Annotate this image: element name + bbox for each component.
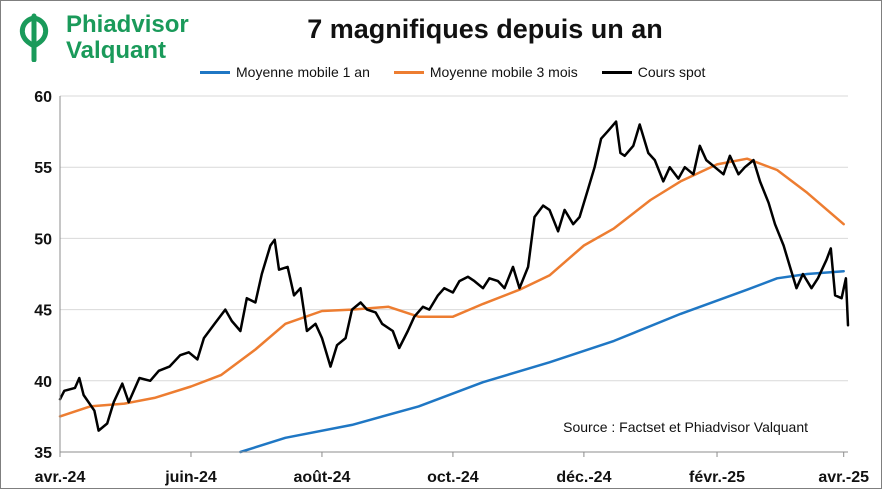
legend-label: Moyenne mobile 1 an (236, 64, 370, 80)
x-tick-label: oct.-24 (427, 469, 479, 486)
x-tick-label: avr.-25 (818, 469, 869, 486)
x-tick-label: déc.-24 (556, 469, 611, 486)
series-line-2 (58, 120, 850, 432)
legend-label: Moyenne mobile 3 mois (429, 64, 578, 80)
legend-entry-2: Cours spot (601, 64, 706, 80)
legend-entry-1: Moyenne mobile 3 mois (393, 64, 578, 80)
x-tick-label: avr.-24 (35, 469, 86, 486)
chart-title: 7 magnifiques depuis un an (307, 14, 663, 44)
y-tick-label: 55 (34, 160, 52, 177)
legend-swatch (393, 70, 424, 74)
legend-swatch (601, 70, 632, 74)
x-tick-label: févr.-25 (689, 469, 745, 486)
brand-line2: Valquant (66, 37, 167, 64)
legend-entry-0: Moyenne mobile 1 an (200, 64, 370, 80)
x-tick-label: juin-24 (164, 469, 217, 486)
y-tick-label: 35 (34, 445, 52, 462)
brand-logo: Phiadvisor Valquant (14, 10, 214, 70)
y-tick-label: 60 (34, 89, 52, 106)
legend-swatch (200, 70, 230, 74)
legend-label: Cours spot (637, 64, 706, 80)
phi-leaf-icon (19, 13, 49, 62)
chart-legend: Moyenne mobile 1 an Moyenne mobile 3 mois… (200, 62, 729, 82)
series-line-0 (239, 269, 845, 454)
source-annotation: Source : Factset et Phiadvisor Valquant (563, 419, 808, 435)
brand-line1: Phiadvisor (66, 11, 189, 38)
x-tick-label: août-24 (293, 469, 350, 486)
y-tick-label: 40 (34, 374, 52, 391)
y-tick-label: 50 (34, 231, 52, 248)
series-line-1 (58, 157, 845, 418)
y-tick-label: 45 (34, 303, 52, 320)
